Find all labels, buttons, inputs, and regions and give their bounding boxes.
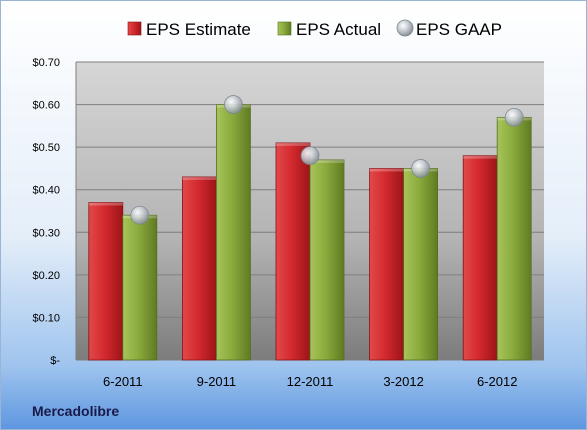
eps-actual-bar (403, 168, 439, 361)
x-tick-label: 12-2011 (287, 374, 334, 389)
legend: EPS Estimate EPS Actual EPS GAAP (127, 19, 502, 39)
bars (88, 104, 532, 361)
y-tick-label: $0.40 (32, 185, 60, 197)
y-axis-ticks: $- $0.10 $0.20 $0.30 $0.40 $0.50 $0.60 $0.70 (32, 57, 60, 367)
eps-actual-bar (496, 116, 532, 361)
x-tick-label: 3-2012 (383, 374, 423, 389)
eps-actual-bar (122, 214, 158, 361)
x-axis-labels: 6-2011 9-2011 12-2011 3-2012 6-2012 (103, 374, 517, 389)
bar-highlight (463, 155, 498, 159)
eps-gaap-marker (223, 95, 243, 114)
eps-actual-bar (215, 104, 251, 361)
gaap-markers (130, 95, 524, 225)
x-tick-label: 6-2011 (103, 374, 143, 389)
y-tick-label: $- (50, 355, 60, 367)
legend-label: EPS GAAP (416, 20, 502, 39)
y-tick-label: $0.60 (32, 100, 60, 112)
bar-highlight (88, 202, 123, 206)
eps-gaap-marker (411, 159, 431, 178)
eps-gaap-marker (300, 146, 320, 166)
eps-estimate-bar (369, 168, 405, 361)
eps-actual-bar (309, 159, 345, 361)
eps-estimate-legend-swatch (127, 21, 142, 36)
eps-estimate-bar (462, 155, 498, 361)
eps-gaap-legend-swatch (396, 19, 414, 37)
bar-highlight (276, 142, 310, 146)
eps-gaap-marker (130, 205, 150, 225)
y-tick-label: $0.70 (32, 57, 60, 69)
y-tick-label: $0.50 (32, 142, 60, 154)
eps-estimate-bar (181, 176, 217, 361)
y-tick-label: $0.20 (32, 270, 60, 282)
eps-gaap-marker (504, 107, 524, 127)
x-tick-label: 6-2012 (477, 374, 517, 389)
eps-actual-legend-swatch (277, 21, 292, 36)
legend-label: EPS Actual (296, 20, 381, 39)
bar-highlight (369, 168, 404, 172)
brand-label: Mercadolibre (32, 403, 119, 419)
x-tick-label: 9-2011 (197, 374, 237, 389)
y-tick-label: $0.10 (32, 312, 60, 324)
y-tick-label: $0.30 (32, 227, 60, 239)
eps-estimate-bar (88, 202, 124, 361)
bar-highlight (310, 159, 344, 163)
eps-estimate-bar (275, 142, 311, 361)
legend-label: EPS Estimate (146, 20, 251, 39)
bar-highlight (182, 176, 217, 180)
